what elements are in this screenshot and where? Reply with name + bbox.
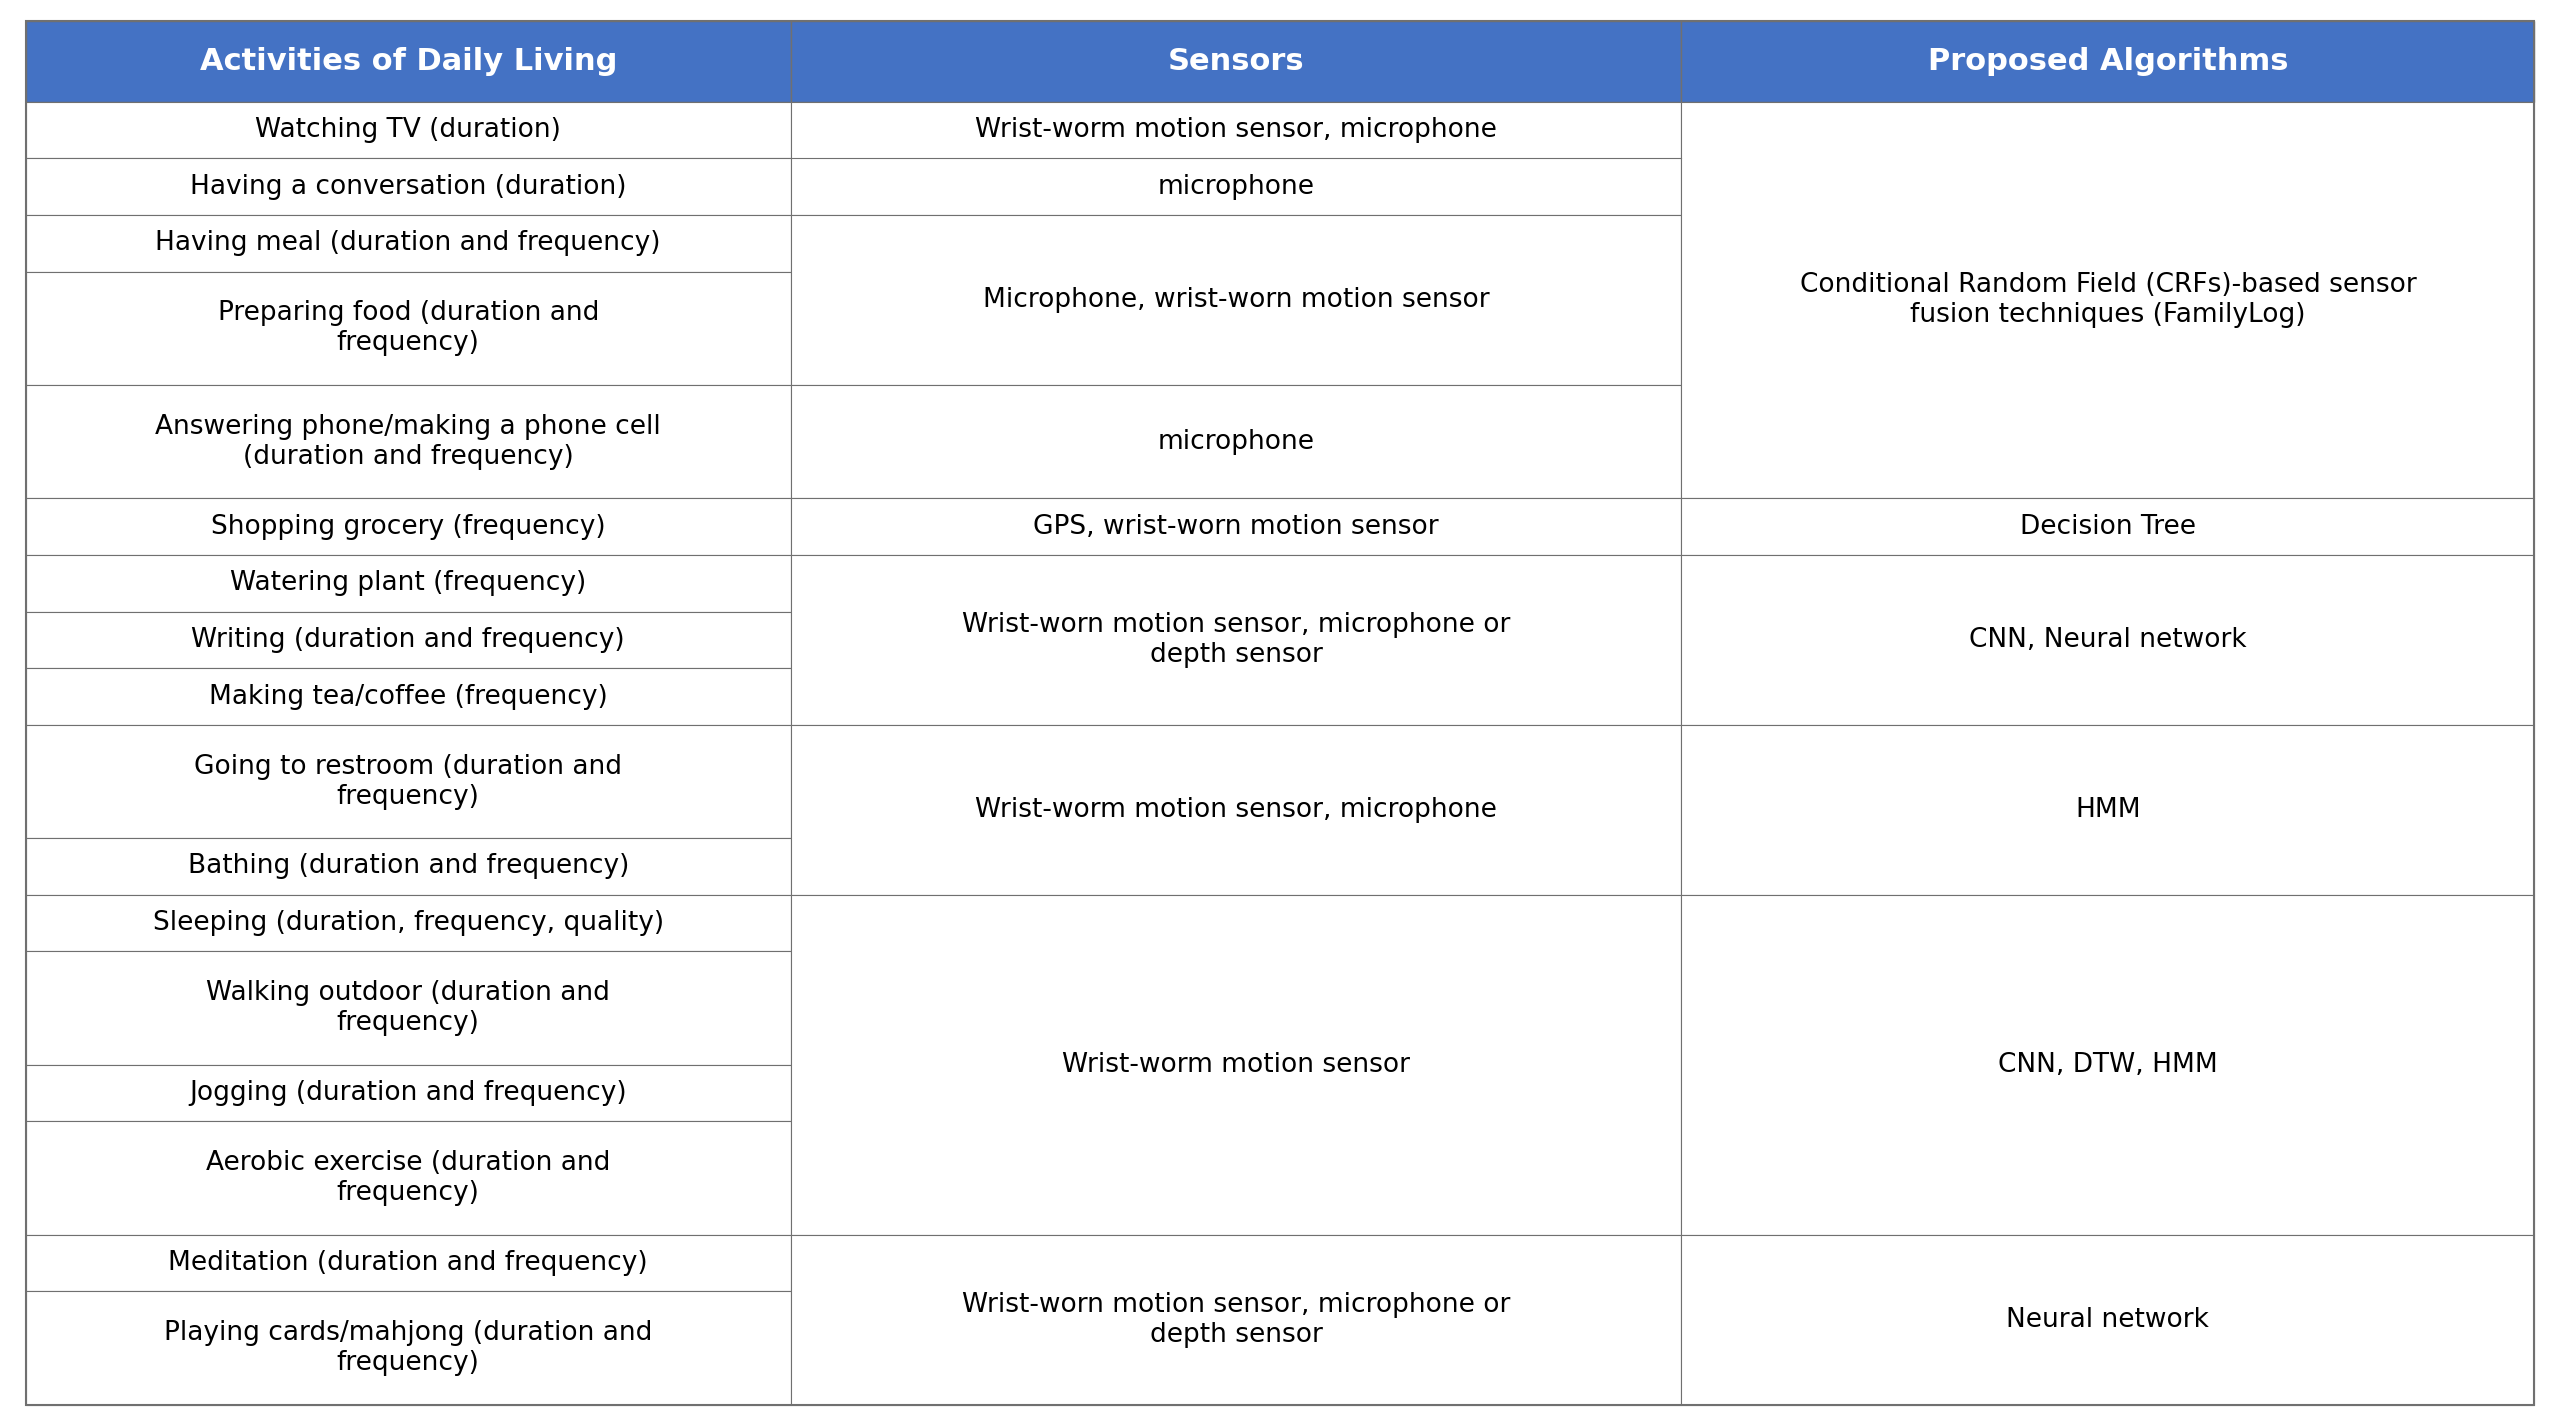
Text: Watering plant (frequency): Watering plant (frequency) [230,570,586,596]
Bar [791,102,1682,214]
Bar [1682,498,2534,555]
Text: CNN, Neural network: CNN, Neural network [1969,627,2248,653]
Text: Playing cards/mahjong (duration and
frequency): Playing cards/mahjong (duration and freq… [164,1320,653,1376]
Bar [26,271,791,385]
Text: Having meal (duration and frequency): Having meal (duration and frequency) [156,230,660,257]
Text: HMM: HMM [2076,797,2140,823]
Bar [26,21,791,102]
Bar [26,839,791,895]
Bar [26,612,791,668]
Bar [26,555,791,612]
Text: Neural network: Neural network [2007,1307,2209,1332]
Bar [26,214,791,271]
Bar [791,555,1682,725]
Bar [791,214,1682,385]
Bar [26,1121,791,1235]
Bar [791,895,1682,1235]
Text: Activities of Daily Living: Activities of Daily Living [200,47,617,75]
Bar [26,158,791,214]
Text: Wrist-worm motion sensor, microphone: Wrist-worm motion sensor, microphone [975,116,1498,143]
Text: Microphone, wrist-worn motion sensor: Microphone, wrist-worn motion sensor [983,287,1490,312]
Text: Meditation (duration and frequency): Meditation (duration and frequency) [169,1250,648,1276]
Bar [1682,725,2534,895]
Text: GPS, wrist-worn motion sensor: GPS, wrist-worn motion sensor [1034,514,1439,539]
Text: Making tea/coffee (frequency): Making tea/coffee (frequency) [210,684,607,710]
Bar [1682,102,2534,498]
Bar [791,385,1682,498]
Text: Sleeping (duration, frequency, quality): Sleeping (duration, frequency, quality) [154,910,663,937]
Bar [26,895,791,952]
Text: Preparing food (duration and
frequency): Preparing food (duration and frequency) [218,301,599,356]
Bar [26,952,791,1064]
Bar [26,1235,791,1291]
Bar [791,1235,1682,1405]
Text: Sensors: Sensors [1167,47,1306,75]
Bar [1682,1235,2534,1405]
Text: Having a conversation (duration): Having a conversation (duration) [189,173,627,200]
Bar [26,498,791,555]
Bar [1682,555,2534,725]
Bar [26,668,791,725]
Bar [791,725,1682,895]
Bar [791,498,1682,555]
Bar [26,1291,791,1405]
Bar [26,385,791,498]
Bar [791,21,1682,102]
Text: Walking outdoor (duration and
frequency): Walking outdoor (duration and frequency) [207,981,609,1036]
Text: Conditional Random Field (CRFs)-based sensor
fusion techniques (FamilyLog): Conditional Random Field (CRFs)-based se… [1800,272,2417,328]
Text: microphone: microphone [1157,429,1316,454]
Bar [26,1064,791,1121]
Text: Going to restroom (duration and
frequency): Going to restroom (duration and frequenc… [195,753,622,809]
Bar [26,102,791,158]
Text: Answering phone/making a phone cell
(duration and frequency): Answering phone/making a phone cell (dur… [156,413,660,470]
Bar [26,725,791,839]
Text: Aerobic exercise (duration and
frequency): Aerobic exercise (duration and frequency… [205,1151,609,1206]
Text: Bathing (duration and frequency): Bathing (duration and frequency) [187,853,630,880]
Text: Wrist-worn motion sensor, microphone or
depth sensor: Wrist-worn motion sensor, microphone or … [963,612,1510,668]
Text: Wrist-worm motion sensor: Wrist-worm motion sensor [1062,1051,1411,1078]
Text: Proposed Algorithms: Proposed Algorithms [1928,47,2289,75]
Text: Writing (duration and frequency): Writing (duration and frequency) [192,627,625,653]
Text: CNN, DTW, HMM: CNN, DTW, HMM [1997,1051,2217,1078]
Text: Wrist-worm motion sensor, microphone: Wrist-worm motion sensor, microphone [975,797,1498,823]
Text: Wrist-worn motion sensor, microphone or
depth sensor: Wrist-worn motion sensor, microphone or … [963,1291,1510,1348]
Text: microphone: microphone [1157,173,1316,200]
Text: Decision Tree: Decision Tree [2020,514,2196,539]
Text: Shopping grocery (frequency): Shopping grocery (frequency) [210,514,607,539]
Text: Jogging (duration and frequency): Jogging (duration and frequency) [189,1080,627,1107]
Text: Watching TV (duration): Watching TV (duration) [256,116,561,143]
Bar [1682,21,2534,102]
Bar [1682,895,2534,1235]
